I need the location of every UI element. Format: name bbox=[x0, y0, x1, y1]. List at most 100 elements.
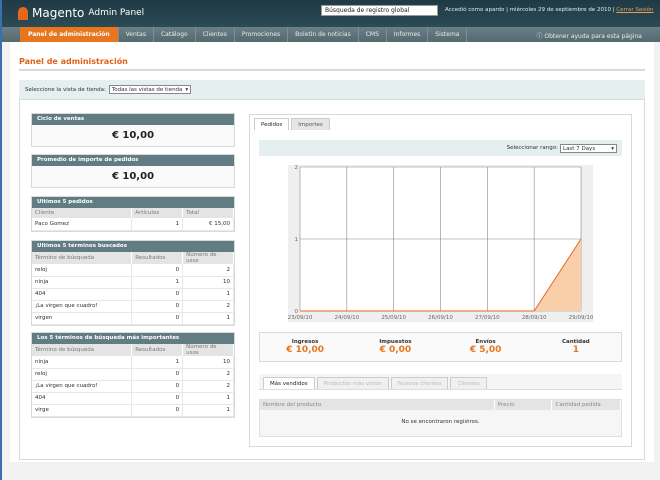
user-info-text: Accedió como apardo | miércoles 29 de se… bbox=[445, 7, 615, 13]
total-value: € 0,00 bbox=[379, 345, 412, 355]
magento-logo[interactable]: Magento Admin Panel bbox=[18, 6, 144, 20]
nav-item[interactable]: Promociones bbox=[235, 27, 289, 42]
x-tick-label: 29/09/10 bbox=[569, 315, 593, 321]
cell: 10 bbox=[182, 356, 234, 369]
cell: 2 bbox=[182, 264, 234, 277]
store-select[interactable]: Todas las vistas de tienda ▾ bbox=[108, 85, 192, 94]
total-label: Ingresos bbox=[291, 339, 319, 345]
col-header[interactable]: Número de usos bbox=[182, 344, 234, 356]
store-label: Seleccione la vista de tienda: bbox=[25, 86, 106, 93]
tab-product[interactable]: Productos más vistos bbox=[316, 377, 389, 389]
col-header[interactable]: Término de búsqueda bbox=[32, 252, 133, 264]
products-grid: Nombre del producto Precio Cantidad pedida… bbox=[259, 399, 622, 437]
table-row[interactable]: Paco Gomez 1 € 15,00 bbox=[32, 218, 234, 231]
cell: 404 bbox=[32, 288, 133, 301]
store-switcher: Seleccione la vista de tienda: Todas las … bbox=[19, 80, 645, 100]
help-link[interactable]: ⓘ Obtener ayuda para esta página bbox=[536, 31, 642, 40]
cell: ninja bbox=[32, 356, 133, 369]
cell: 1 bbox=[131, 218, 184, 231]
page-title: Panel de administración bbox=[19, 57, 128, 66]
y-tick-label: 1 bbox=[295, 237, 299, 243]
header-row: Término de búsqueda Resultados Número de u… bbox=[32, 344, 234, 356]
data-table: Cliente Artículos Total Paco Gomez 1 € 15,00 bbox=[32, 208, 234, 231]
table-row[interactable]: 404 0 1 bbox=[32, 392, 234, 405]
table-row[interactable]: ninja 1 10 bbox=[32, 356, 234, 369]
total-value: € 10,00 bbox=[286, 345, 325, 355]
col-header[interactable]: Cantidad pedida bbox=[551, 400, 621, 410]
cell: 0 bbox=[131, 264, 184, 277]
data-table: Término de búsqueda Resultados Número de u… bbox=[32, 252, 234, 325]
total-label: Cantidad bbox=[561, 339, 590, 345]
cell: 1 bbox=[182, 312, 234, 325]
nav-item[interactable]: Catálogo bbox=[154, 27, 196, 42]
empty-message: No se encontraron registros. bbox=[401, 419, 480, 425]
total-item: Cantidad 1 bbox=[531, 333, 621, 361]
chevron-down-icon: ▾ bbox=[185, 87, 189, 93]
table-row[interactable]: virge 0 1 bbox=[32, 404, 234, 417]
nav-item[interactable]: CMS bbox=[359, 27, 387, 42]
totals-bar: Ingresos € 10,00 Impuestos € 0,00 Envíos € 5,… bbox=[259, 332, 622, 362]
table-row[interactable]: ninja 1 10 bbox=[32, 276, 234, 289]
x-tick-label: 28/09/10 bbox=[522, 315, 547, 321]
logo-suffix: Admin Panel bbox=[88, 8, 145, 18]
tab-product[interactable]: Clientes bbox=[450, 377, 487, 389]
col-header[interactable]: Total bbox=[182, 208, 234, 218]
table-row[interactable]: reloj 0 2 bbox=[32, 264, 234, 277]
tab-pedidos[interactable]: Pedidos bbox=[254, 118, 290, 130]
cell: 2 bbox=[182, 300, 234, 313]
tab-product[interactable]: Nuevos clientes bbox=[390, 377, 449, 389]
cell: 1 bbox=[182, 404, 234, 417]
box-title: Promedio de importe de pedidos bbox=[32, 155, 234, 166]
x-tick-label: 23/09/10 bbox=[288, 315, 313, 321]
total-item: Ingresos € 10,00 bbox=[260, 333, 350, 361]
col-header[interactable]: Número de usos bbox=[182, 252, 234, 264]
total-label: Impuestos bbox=[379, 339, 412, 345]
cell: ninja bbox=[32, 276, 133, 289]
cell: 10 bbox=[182, 276, 234, 289]
col-header[interactable]: Nombre del producto bbox=[260, 400, 495, 410]
cell: reloj bbox=[32, 264, 133, 277]
nav-item[interactable]: Clientes bbox=[196, 27, 235, 42]
cell: ¡La virgen que cuadro! bbox=[32, 300, 133, 313]
cell: 0 bbox=[131, 312, 184, 325]
box-title: Los 5 términos de búsqueda más important… bbox=[32, 333, 234, 344]
last-search-box: Ultimos 5 términos buscados Término de bú… bbox=[31, 240, 235, 326]
range-select[interactable]: Last 7 Days ▾ bbox=[560, 143, 617, 153]
col-header[interactable]: Cliente bbox=[32, 208, 133, 218]
total-item: Envíos € 5,00 bbox=[441, 333, 531, 361]
table-row[interactable]: virgen 0 1 bbox=[32, 312, 234, 325]
col-header[interactable]: Término de búsqueda bbox=[32, 344, 133, 356]
box-title: Ciclo de ventas bbox=[32, 114, 234, 125]
nav-item[interactable]: Panel de administración bbox=[20, 27, 119, 42]
table-row[interactable]: ¡La virgen que cuadro! 0 2 bbox=[32, 380, 234, 393]
orders-chart: 23/09/10 24/09/10 25/09/10 26/09/10 27/09/10… bbox=[288, 165, 593, 322]
store-select-value: Todas las vistas de tienda bbox=[111, 87, 183, 93]
nav-item[interactable]: Boletín de noticias bbox=[288, 27, 359, 42]
col-header[interactable]: Resultados bbox=[131, 252, 184, 264]
nav-item[interactable]: Ventas bbox=[119, 27, 154, 42]
nav-item[interactable]: Sistema bbox=[428, 27, 468, 42]
box-title: Ultimos 5 términos buscados bbox=[32, 241, 234, 252]
table-row[interactable]: 404 0 1 bbox=[32, 288, 234, 301]
help-text: Obtener ayuda para esta página bbox=[544, 33, 642, 40]
cell: 0 bbox=[131, 300, 184, 313]
table-row[interactable]: ¡La virgen que cuadro! 0 2 bbox=[32, 300, 234, 313]
range-bar: Seleccionar rango: Last 7 Days ▾ bbox=[259, 140, 622, 156]
box-title: Ultimos 5 pedidos bbox=[32, 197, 234, 208]
logout-link[interactable]: Cerrar Sesión bbox=[616, 7, 654, 13]
chevron-down-icon: ▾ bbox=[611, 145, 614, 152]
col-header[interactable]: Artículos bbox=[131, 208, 184, 218]
nav-item[interactable]: Informes bbox=[387, 27, 429, 42]
cell: 1 bbox=[182, 288, 234, 301]
tab-product[interactable]: Más vendidos bbox=[263, 377, 315, 389]
global-search-input[interactable]: Búsqueda de registro global bbox=[321, 5, 438, 16]
col-header[interactable]: Precio bbox=[494, 400, 553, 410]
tab-importes[interactable]: Importes bbox=[291, 118, 330, 130]
table-row[interactable]: reloj 0 2 bbox=[32, 368, 234, 381]
col-header[interactable]: Resultados bbox=[131, 344, 184, 356]
range-label: Seleccionar rango: bbox=[506, 145, 558, 151]
avg-order-value: € 10,00 bbox=[32, 166, 234, 187]
total-label: Envíos bbox=[475, 339, 496, 345]
series-area bbox=[300, 239, 581, 311]
cell: 1 bbox=[131, 356, 184, 369]
